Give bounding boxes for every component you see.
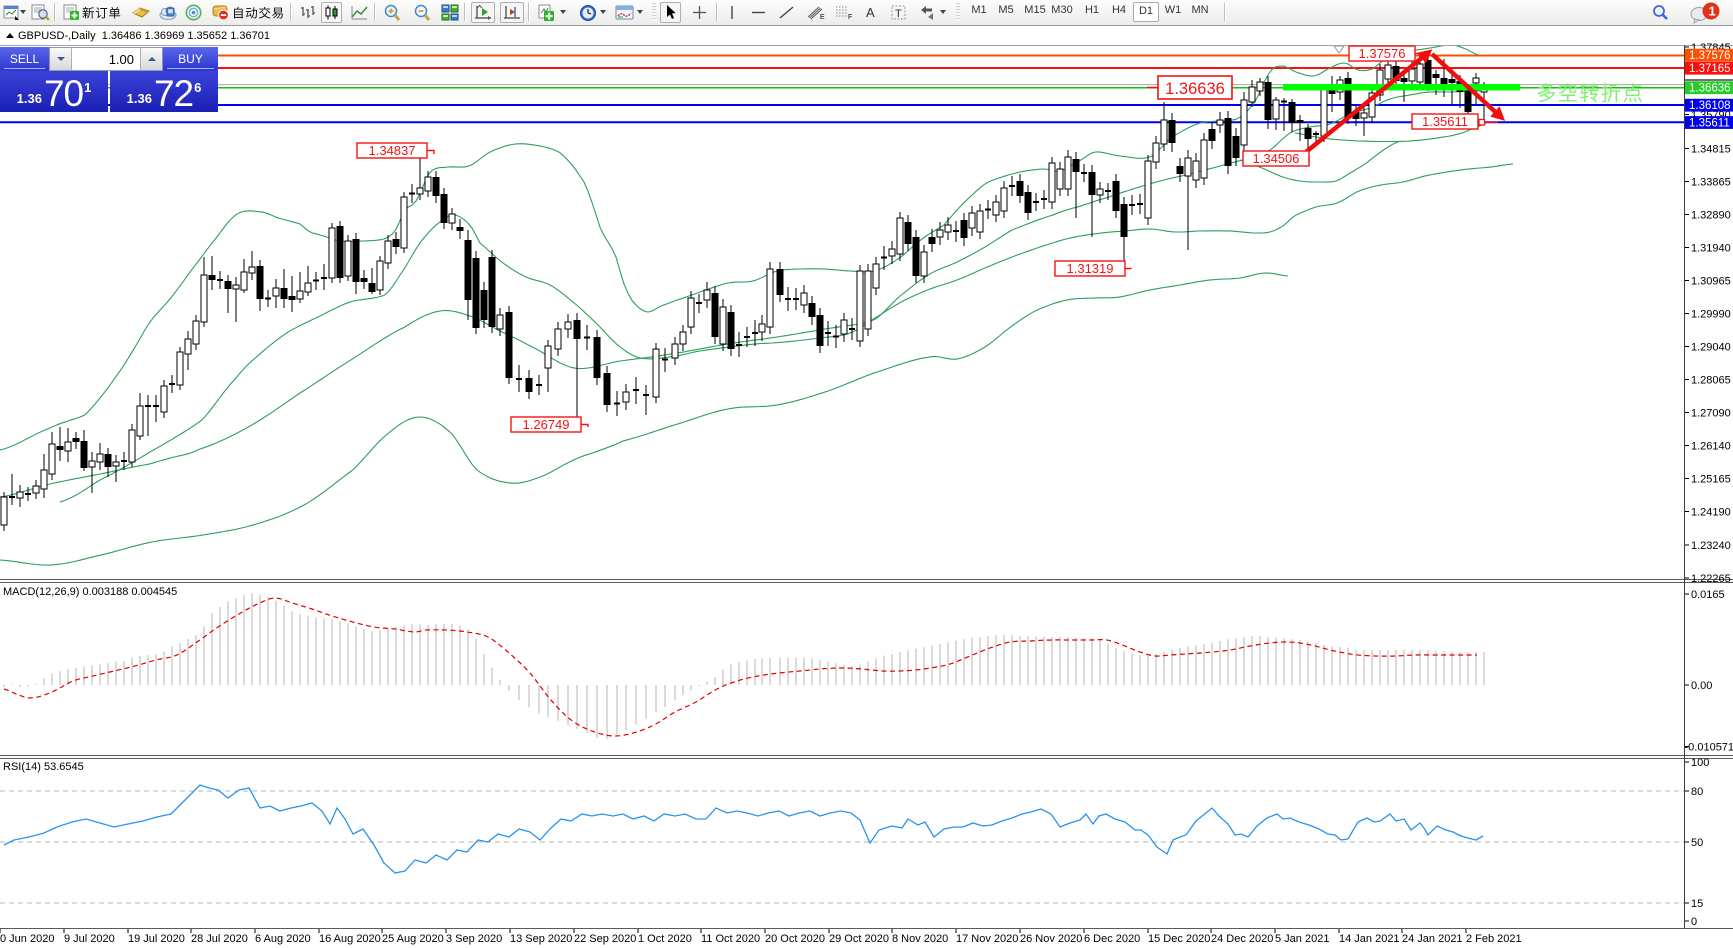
svg-text:19 Jul 2020: 19 Jul 2020 bbox=[128, 933, 185, 945]
svg-text:1.36108: 1.36108 bbox=[1689, 100, 1731, 112]
svg-text:29 Oct 2020: 29 Oct 2020 bbox=[829, 933, 889, 945]
svg-text:1.29040: 1.29040 bbox=[1691, 342, 1731, 354]
svg-text:1.28065: 1.28065 bbox=[1691, 375, 1731, 387]
svg-text:1.30965: 1.30965 bbox=[1691, 276, 1731, 288]
svg-text:11 Oct 2020: 11 Oct 2020 bbox=[701, 933, 760, 945]
svg-text:22 Sep 2020: 22 Sep 2020 bbox=[574, 933, 636, 945]
svg-text:1.29990: 1.29990 bbox=[1691, 309, 1731, 321]
svg-text:1.35611: 1.35611 bbox=[1689, 118, 1730, 130]
svg-text:1.36636: 1.36636 bbox=[1689, 83, 1731, 95]
svg-text:1.32890: 1.32890 bbox=[1691, 210, 1731, 222]
svg-text:A: A bbox=[866, 5, 875, 20]
svg-text:1.31319: 1.31319 bbox=[1067, 261, 1114, 276]
svg-text:6 Dec 2020: 6 Dec 2020 bbox=[1084, 933, 1140, 945]
svg-text:15 Dec 2020: 15 Dec 2020 bbox=[1148, 933, 1210, 945]
svg-text:25 Aug 2020: 25 Aug 2020 bbox=[382, 933, 444, 945]
svg-text:-0.010571: -0.010571 bbox=[1685, 742, 1733, 754]
svg-text:1: 1 bbox=[1709, 3, 1716, 18]
svg-text:1.26749: 1.26749 bbox=[523, 417, 570, 432]
svg-text:1.33865: 1.33865 bbox=[1691, 177, 1731, 189]
svg-text:1 Oct 2020: 1 Oct 2020 bbox=[638, 933, 692, 945]
svg-text:3 Sep 2020: 3 Sep 2020 bbox=[446, 933, 502, 945]
svg-text:80: 80 bbox=[1691, 786, 1703, 798]
svg-text:1.37165: 1.37165 bbox=[1689, 63, 1731, 75]
svg-text:6 Aug 2020: 6 Aug 2020 bbox=[255, 933, 311, 945]
svg-text:24 Jan 2021: 24 Jan 2021 bbox=[1402, 933, 1463, 945]
svg-text:2 Feb 2021: 2 Feb 2021 bbox=[1466, 933, 1522, 945]
svg-text:0: 0 bbox=[1691, 916, 1697, 928]
svg-text:0.00: 0.00 bbox=[1691, 680, 1712, 692]
svg-text:24 Dec 2020: 24 Dec 2020 bbox=[1211, 933, 1273, 945]
svg-text:20 Oct 2020: 20 Oct 2020 bbox=[765, 933, 825, 945]
svg-text:1.34837: 1.34837 bbox=[369, 143, 416, 158]
svg-text:1.24190: 1.24190 bbox=[1691, 507, 1731, 519]
svg-text:0 Jun 2020: 0 Jun 2020 bbox=[0, 933, 54, 945]
svg-text:RSI(14) 53.6545: RSI(14) 53.6545 bbox=[3, 761, 84, 773]
svg-text:1.35611: 1.35611 bbox=[1422, 114, 1468, 129]
svg-text:0.0165: 0.0165 bbox=[1691, 589, 1725, 601]
svg-text:MACD(12,26,9) 0.003188 0.00454: MACD(12,26,9) 0.003188 0.004545 bbox=[3, 586, 177, 598]
svg-text:E: E bbox=[820, 14, 825, 21]
svg-text:13 Sep 2020: 13 Sep 2020 bbox=[510, 933, 572, 945]
svg-text:9 Jul 2020: 9 Jul 2020 bbox=[64, 933, 115, 945]
svg-text:26 Nov 2020: 26 Nov 2020 bbox=[1020, 933, 1082, 945]
svg-text:1.36636: 1.36636 bbox=[1165, 80, 1225, 98]
svg-text:1.22265: 1.22265 bbox=[1691, 573, 1731, 585]
svg-text:F: F bbox=[848, 14, 852, 21]
svg-text:100: 100 bbox=[1691, 757, 1709, 769]
svg-text:50: 50 bbox=[1691, 837, 1703, 849]
svg-text:1.25165: 1.25165 bbox=[1691, 474, 1731, 486]
svg-text:1.27090: 1.27090 bbox=[1691, 408, 1731, 420]
svg-text:17 Nov 2020: 17 Nov 2020 bbox=[956, 933, 1018, 945]
svg-text:5 Jan 2021: 5 Jan 2021 bbox=[1275, 933, 1329, 945]
svg-text:28 Jul 2020: 28 Jul 2020 bbox=[191, 933, 248, 945]
svg-text:1.37576: 1.37576 bbox=[1689, 50, 1731, 62]
svg-text:1.23240: 1.23240 bbox=[1691, 540, 1731, 552]
svg-text:1.26140: 1.26140 bbox=[1691, 441, 1731, 453]
svg-text:1.34506: 1.34506 bbox=[1253, 151, 1300, 166]
svg-text:8 Nov 2020: 8 Nov 2020 bbox=[892, 933, 948, 945]
svg-text:1.37576: 1.37576 bbox=[1359, 46, 1406, 61]
svg-text:15: 15 bbox=[1691, 898, 1703, 910]
svg-text:1.31940: 1.31940 bbox=[1691, 243, 1731, 255]
svg-text:16 Aug 2020: 16 Aug 2020 bbox=[319, 933, 381, 945]
svg-text:T: T bbox=[895, 8, 902, 20]
svg-text:14 Jan 2021: 14 Jan 2021 bbox=[1339, 933, 1400, 945]
svg-text:1.34815: 1.34815 bbox=[1691, 144, 1731, 156]
